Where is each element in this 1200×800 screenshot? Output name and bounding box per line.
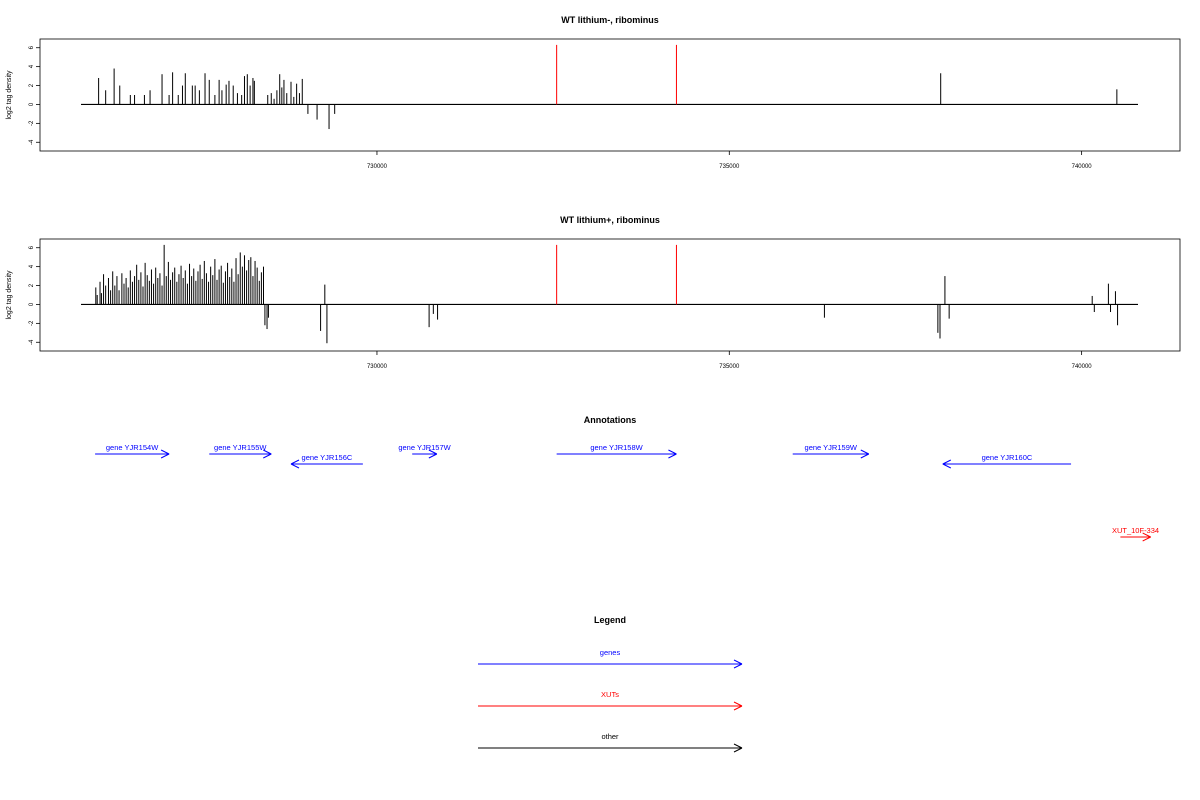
panel1-ytick-label: -2	[29, 120, 35, 126]
legend-arrowhead	[733, 663, 743, 669]
panel2-ytick-label: -2	[29, 320, 35, 326]
annotation-feature: gene YJR158W	[556, 443, 677, 459]
feature-label: gene YJR158W	[590, 443, 643, 452]
feature-arrowhead	[290, 459, 300, 465]
legend-item: XUTs	[478, 690, 743, 711]
feature-arrowhead	[160, 449, 170, 455]
panel2-xtick-label: 730000	[367, 364, 388, 370]
panel1-ytick-label: 0	[29, 102, 35, 106]
annotations-panel: Annotations gene YJR154W gene YJR155Wgene…	[95, 415, 1159, 542]
feature-label: gene YJR157W	[398, 443, 451, 452]
legend-arrowhead	[733, 701, 743, 707]
feature-arrowhead	[1142, 536, 1151, 542]
feature-label: gene YJR160C	[982, 453, 1033, 462]
panel1-axes: -4 -2 0 2 4 6 730000 735000 740000	[29, 45, 1092, 170]
panel2-ytick-label: 4	[29, 264, 35, 268]
annotation-features: gene YJR154W gene YJR155W gene YJR156C gene…	[95, 443, 1159, 542]
panel2-ytick-label: -4	[29, 339, 35, 345]
panel1-xtick-label: 730000	[367, 164, 388, 170]
legend-label: other	[601, 732, 619, 741]
panel2-xtick-label: 740000	[1072, 364, 1093, 370]
panel1-ytick-label: 4	[29, 64, 35, 68]
panel-lithium-plus: WT lithium+, ribominus log2 tag density …	[6, 215, 1181, 370]
legend-label: genes	[600, 648, 621, 657]
annotation-feature: gene YJR159W	[792, 443, 870, 459]
feature-label: gene YJR156C	[302, 453, 353, 462]
feature-arrowhead	[860, 449, 870, 455]
feature-arrowhead	[263, 453, 272, 459]
panel2-xtick-label: 735000	[719, 364, 740, 370]
legend-items: genes XUTs other	[478, 648, 743, 753]
annotation-feature: gene YJR157W	[398, 443, 452, 459]
panel1-frame	[39, 38, 1181, 152]
panel1-ytick-label: -4	[29, 139, 35, 145]
legend-label: XUTs	[601, 690, 619, 699]
feature-arrowhead	[428, 453, 438, 459]
panel1-ylabel: log2 tag density	[6, 70, 13, 120]
feature-label: gene YJR155W	[214, 443, 267, 452]
feature-arrowhead	[290, 463, 300, 469]
panel1-xtick-label: 740000	[1072, 164, 1093, 170]
feature-label: XUT_10F-334	[1112, 526, 1159, 535]
feature-arrowhead	[860, 453, 870, 459]
legend-title: Legend	[594, 615, 626, 625]
panel1-xtick-label: 735000	[719, 164, 740, 170]
panel-lithium-minus: WT lithium-, ribominus log2 tag density …	[6, 15, 1181, 170]
annotation-feature: gene YJR156C	[290, 453, 363, 469]
feature-arrowhead	[160, 453, 170, 459]
panel1-ytick-label: 2	[29, 83, 35, 87]
annotation-feature: XUT_10F-334	[1112, 526, 1159, 542]
feature-arrowhead	[942, 459, 952, 465]
panel2-ytick-label: 6	[29, 245, 35, 249]
annotations-title: Annotations	[584, 415, 637, 425]
annotation-feature: gene YJR160C	[942, 453, 1072, 469]
panel2-frame	[39, 238, 1181, 352]
legend-panel: Legend genes XUTs other	[478, 615, 743, 753]
feature-label: gene YJR159W	[805, 443, 858, 452]
panel1-title: WT lithium-, ribominus	[561, 15, 659, 25]
feature-arrowhead	[263, 449, 272, 455]
feature-arrowhead	[428, 449, 438, 455]
panel2-ytick-label: 2	[29, 283, 35, 287]
panel2-bars	[81, 244, 1138, 344]
feature-label: gene YJR154W	[106, 443, 159, 452]
panel2-axes: -4 -2 0 2 4 6 730000 735000 740000	[29, 245, 1092, 370]
legend-arrowhead	[733, 743, 743, 749]
legend-arrowhead	[733, 659, 743, 665]
annotation-feature: gene YJR154W	[95, 443, 170, 459]
legend-arrowhead	[733, 747, 743, 753]
legend-item: genes	[478, 648, 743, 669]
legend-arrowhead	[733, 705, 743, 711]
panel2-ylabel: log2 tag density	[6, 270, 13, 320]
annotation-feature: gene YJR155W	[209, 443, 272, 459]
legend-item: other	[478, 732, 743, 753]
feature-arrowhead	[668, 453, 677, 459]
feature-arrowhead	[668, 449, 677, 455]
panel1-ytick-label: 6	[29, 45, 35, 49]
panel2-ytick-label: 0	[29, 302, 35, 306]
feature-arrowhead	[942, 463, 952, 469]
feature-arrowhead	[1142, 532, 1151, 538]
panel2-title: WT lithium+, ribominus	[560, 215, 660, 225]
panel1-bars	[81, 44, 1138, 130]
